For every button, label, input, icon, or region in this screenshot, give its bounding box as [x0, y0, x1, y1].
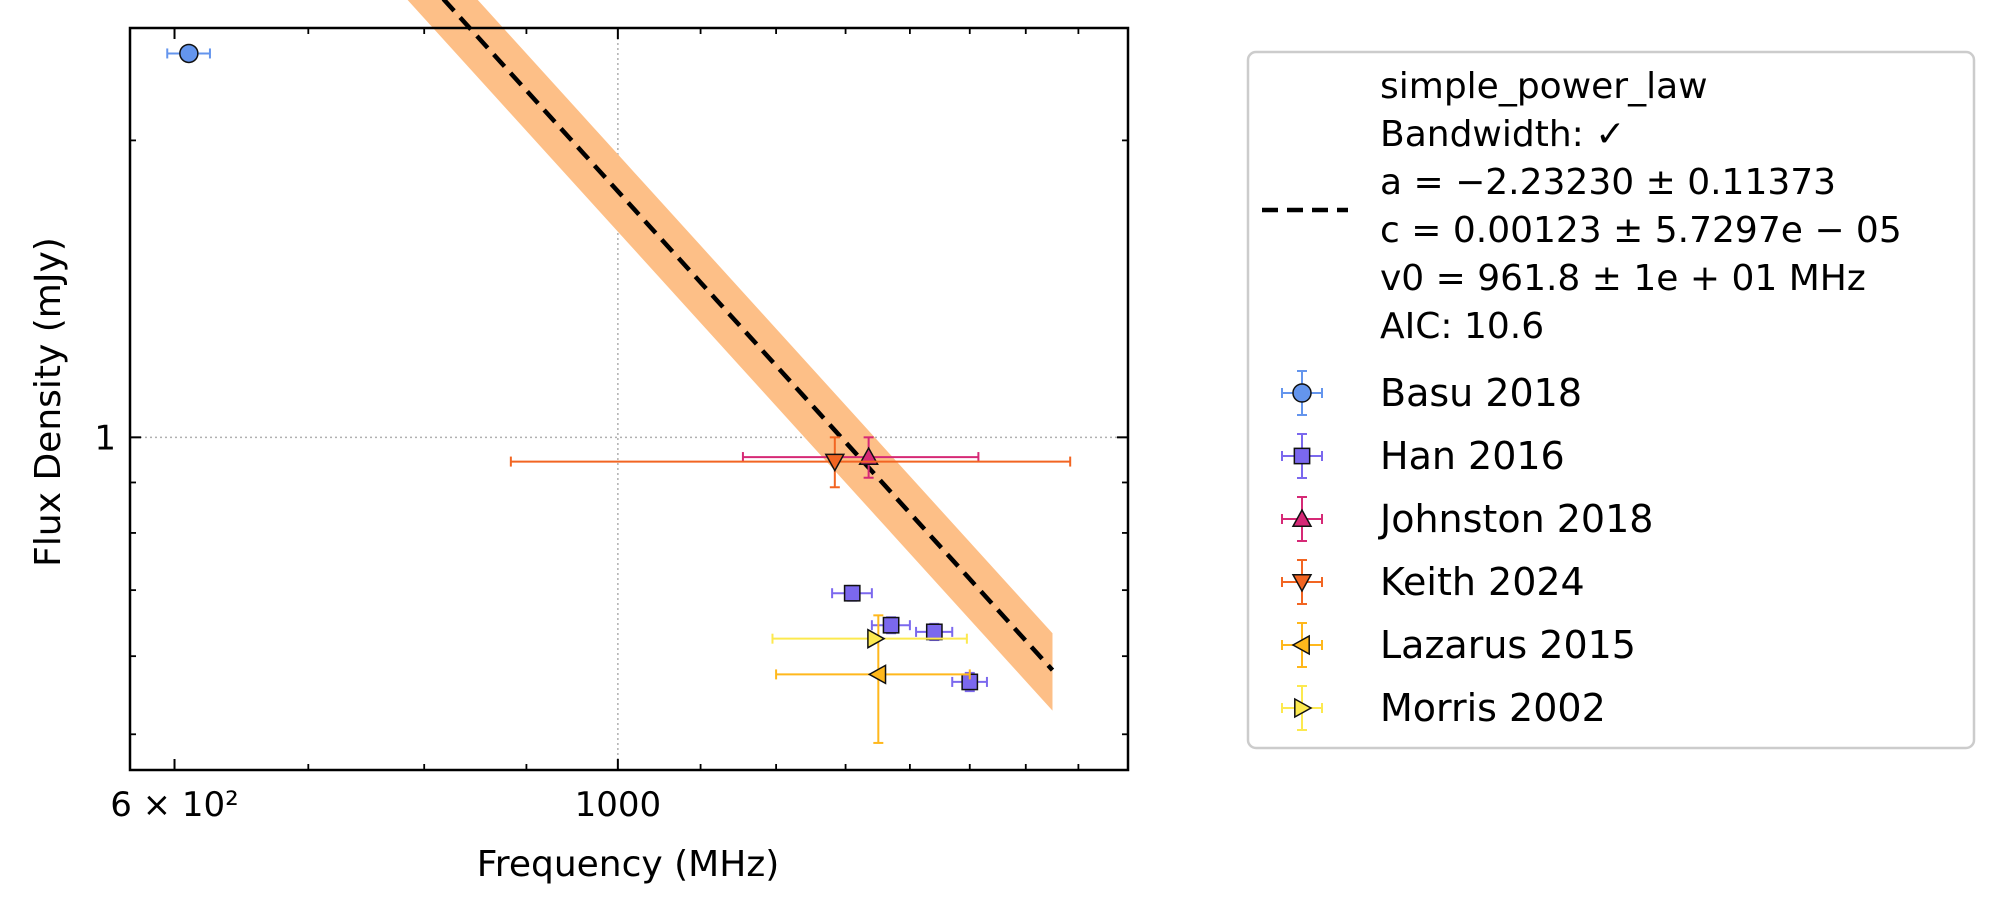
data-points [166, 43, 1072, 744]
data-point [858, 446, 879, 466]
x-error-bar [741, 452, 980, 463]
legend-fit-label-line: v0 = 961.8 ± 1e + 01 MHz [1380, 258, 1866, 299]
legend-label: Morris 2002 [1380, 686, 1606, 730]
legend-marker [1291, 574, 1313, 593]
data-point [824, 453, 846, 473]
series-han-2016 [831, 584, 988, 693]
legend-fit-label-line: a = −2.23230 ± 0.11373 [1380, 162, 1836, 203]
legend-label: Keith 2024 [1380, 560, 1585, 604]
grid-lines [130, 28, 1128, 770]
series-johnston-2018 [741, 436, 980, 479]
legend-entry-han-2016: Han 2016 [1281, 433, 1565, 479]
x-error-bar [509, 456, 1072, 467]
legend-label: Han 2016 [1380, 434, 1565, 478]
legend-entry-basu-2018: Basu 2018 [1281, 370, 1582, 416]
fit-line [441, 0, 1055, 672]
y-axis-label: Flux Density (mJy) [28, 237, 69, 567]
ticks: 6 × 10² 1000 1 [94, 28, 1128, 825]
data-point [925, 623, 943, 641]
legend-fit-label-line: AIC: 10.6 [1380, 306, 1544, 347]
legend-label: Lazarus 2015 [1380, 623, 1636, 667]
y-tick-label: 1 [94, 418, 116, 458]
data-point [867, 664, 887, 685]
legend-marker [1291, 634, 1310, 656]
legend-fit-label-line: Bandwidth: ✓ [1380, 114, 1625, 155]
legend-entry-keith-2024: Keith 2024 [1281, 559, 1585, 605]
x-tick-label: 6 × 10² [110, 785, 239, 825]
data-point [843, 584, 861, 602]
legend-label: Johnston 2018 [1378, 497, 1653, 541]
legend-box [1246, 50, 1976, 750]
legend-marker [1292, 383, 1312, 403]
x-tick-label: 1000 [575, 785, 662, 825]
data-point [867, 628, 886, 649]
fit-uncertainty-band [407, 0, 1053, 711]
series-basu-2018 [166, 43, 211, 64]
series-keith-2024 [509, 436, 1072, 489]
fit-band [407, 0, 1053, 711]
legend-label: Basu 2018 [1380, 371, 1582, 415]
legend-entry-lazarus-2015: Lazarus 2015 [1281, 622, 1636, 668]
x-axis-label: Frequency (MHz) [477, 844, 780, 885]
legend: simple_power_law Bandwidth: ✓ a = −2.23230… [1246, 50, 1976, 750]
fit-curve [441, 0, 1055, 672]
series-morris-2002 [771, 628, 968, 649]
legend-entry-morris-2002: Morris 2002 [1281, 685, 1606, 731]
legend-marker [1293, 447, 1311, 465]
data-point [179, 43, 199, 64]
legend-fit-label-line: c = 0.00123 ± 5.7297e − 05 [1380, 210, 1902, 251]
legend-fit-label-line: simple_power_law [1380, 66, 1708, 107]
data-point [882, 616, 900, 634]
legend-marker [1291, 508, 1313, 527]
legend-entry-johnston-2018: Johnston 2018 [1281, 496, 1653, 542]
legend-marker [1294, 697, 1313, 719]
axes [128, 26, 1130, 772]
axes-frame [128, 26, 1130, 772]
